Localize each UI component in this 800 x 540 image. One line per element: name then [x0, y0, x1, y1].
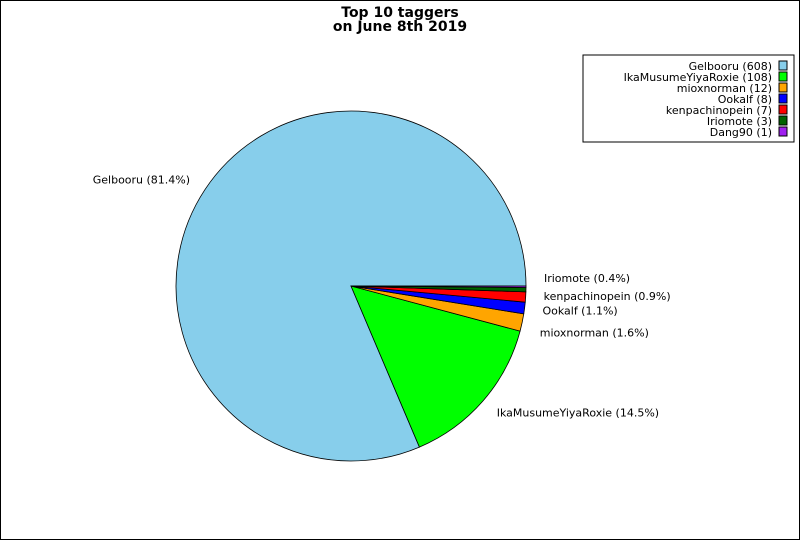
legend-swatch — [778, 104, 788, 115]
legend-label: kenpachinopein (7) — [666, 104, 772, 117]
slice-label: kenpachinopein (0.9%) — [544, 290, 671, 303]
chart-title-line-1: Top 10 taggers — [341, 5, 458, 21]
legend-label: Gelbooru (608) — [689, 60, 772, 73]
slice-label: IkaMusumeYiyaRoxie (14.5%) — [497, 407, 659, 420]
legend-swatch — [778, 115, 788, 126]
legend-swatch — [778, 60, 788, 71]
slice-label: Gelbooru (81.4%) — [93, 173, 190, 186]
slice-label: Iriomote (0.4%) — [544, 272, 630, 285]
legend-swatch — [778, 126, 788, 137]
slice-label: Ookalf (1.1%) — [542, 304, 617, 317]
legend-swatch — [778, 93, 788, 104]
legend-label: Dang90 (1) — [710, 126, 772, 139]
slice-label: mioxnorman (1.6%) — [540, 326, 649, 339]
legend-swatch — [778, 82, 788, 93]
legend-label: IkaMusumeYiyaRoxie (108) — [624, 71, 772, 84]
legend-label: Iriomote (3) — [707, 115, 772, 128]
legend: Gelbooru (608)IkaMusumeYiyaRoxie (108)mi… — [582, 54, 795, 143]
legend-label: mioxnorman (12) — [677, 82, 772, 95]
pie-slice-ikamusumeyiyaroxie — [350, 285, 521, 448]
legend-swatch — [778, 71, 788, 82]
pie-slice-dang90 — [350, 285, 527, 288]
legend-label: Ookalf (8) — [718, 93, 772, 106]
chart-title-line-2: on June 8th 2019 — [333, 19, 467, 35]
